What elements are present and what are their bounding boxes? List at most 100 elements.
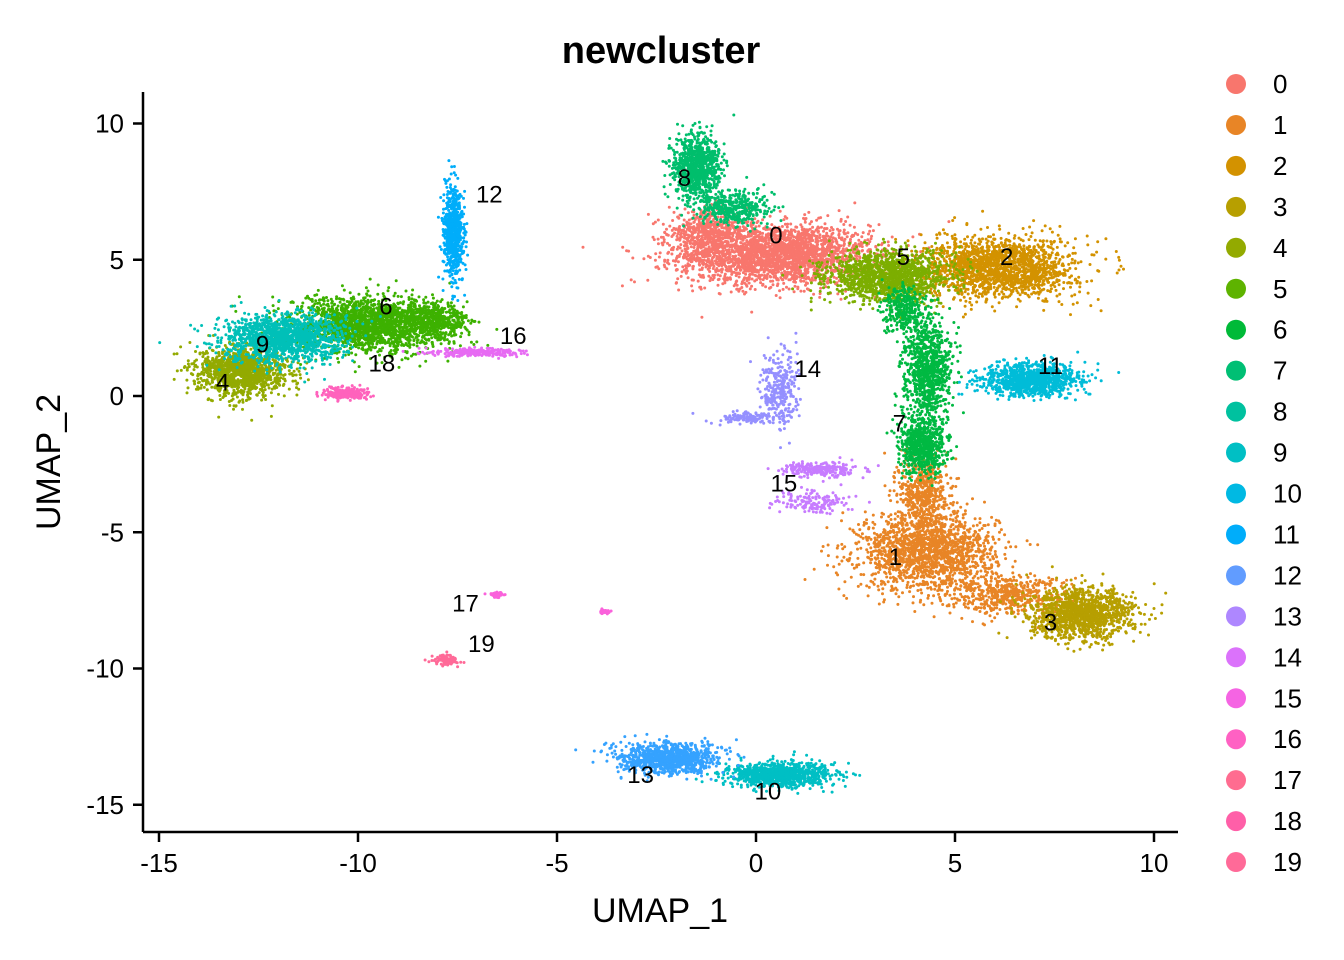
data-point	[727, 261, 731, 265]
data-point	[927, 594, 930, 598]
data-point	[988, 552, 992, 556]
data-point	[966, 544, 970, 548]
data-point	[802, 289, 806, 293]
data-point	[971, 560, 974, 564]
data-point	[717, 250, 721, 254]
data-point	[867, 232, 870, 236]
data-point	[725, 235, 729, 239]
data-point	[677, 288, 681, 292]
data-point	[817, 226, 821, 230]
data-point	[944, 542, 948, 546]
data-point	[965, 502, 969, 506]
data-point	[732, 284, 736, 288]
data-point	[979, 606, 983, 610]
data-point	[840, 559, 844, 563]
data-point	[949, 528, 953, 532]
data-point	[715, 247, 719, 251]
data-point	[956, 565, 960, 569]
data-point	[956, 532, 960, 536]
data-point	[745, 265, 749, 269]
data-point	[978, 517, 982, 521]
data-point	[969, 579, 973, 583]
data-point	[782, 281, 786, 285]
data-point	[928, 531, 931, 535]
data-point	[807, 210, 811, 214]
data-point	[842, 594, 846, 598]
data-point	[917, 548, 921, 552]
data-point	[1014, 545, 1018, 549]
data-point	[920, 591, 924, 595]
data-point	[844, 220, 848, 223]
data-point	[757, 275, 761, 279]
data-point	[842, 555, 846, 559]
data-point	[892, 580, 895, 583]
data-point	[686, 254, 690, 258]
data-point	[723, 274, 727, 278]
data-point	[812, 567, 816, 571]
data-point	[768, 214, 772, 218]
data-point	[809, 235, 812, 239]
data-point	[924, 572, 928, 576]
data-point	[977, 534, 981, 538]
data-point	[684, 270, 688, 274]
data-point	[666, 241, 669, 245]
data-point	[919, 598, 923, 602]
data-point	[906, 580, 910, 584]
data-point	[961, 560, 965, 564]
data-point	[942, 540, 946, 544]
data-point	[973, 517, 977, 521]
data-point	[676, 277, 680, 281]
data-point	[882, 598, 886, 602]
data-point	[856, 547, 859, 551]
data-point	[682, 240, 686, 244]
data-point	[773, 274, 777, 278]
data-point	[826, 563, 829, 567]
data-point	[925, 547, 929, 551]
data-point	[892, 529, 896, 533]
data-point	[789, 222, 793, 226]
data-point	[696, 279, 700, 283]
data-point	[896, 602, 900, 606]
data-point	[752, 249, 756, 253]
data-point	[631, 256, 635, 260]
data-point	[908, 590, 912, 594]
data-point	[837, 562, 841, 566]
data-point	[889, 513, 893, 517]
data-point	[670, 252, 674, 256]
data-point	[700, 275, 704, 279]
data-point	[860, 532, 864, 536]
data-point	[934, 569, 938, 573]
data-point	[857, 540, 861, 544]
data-point	[737, 263, 741, 267]
data-point	[998, 530, 1001, 534]
data-point	[825, 257, 829, 261]
data-point	[671, 219, 675, 222]
data-point	[792, 275, 796, 279]
data-point	[789, 256, 793, 260]
data-point	[792, 280, 796, 284]
data-point	[966, 547, 970, 551]
data-point	[943, 565, 947, 569]
data-point	[711, 228, 715, 232]
data-point	[743, 226, 747, 230]
data-point	[810, 250, 814, 253]
data-point	[1012, 575, 1016, 579]
data-point	[743, 236, 747, 240]
data-point	[802, 227, 806, 231]
data-point	[866, 249, 870, 253]
data-point	[747, 281, 751, 285]
data-point	[698, 260, 701, 264]
data-point	[967, 536, 971, 540]
data-point	[834, 239, 838, 243]
data-point	[836, 259, 840, 263]
data-point	[871, 513, 875, 517]
data-point	[701, 239, 705, 243]
data-point	[720, 267, 724, 271]
data-point	[990, 564, 994, 568]
data-point	[945, 535, 949, 538]
data-point	[821, 246, 825, 250]
data-point	[687, 218, 691, 222]
data-point	[767, 254, 771, 258]
data-point	[682, 218, 686, 222]
